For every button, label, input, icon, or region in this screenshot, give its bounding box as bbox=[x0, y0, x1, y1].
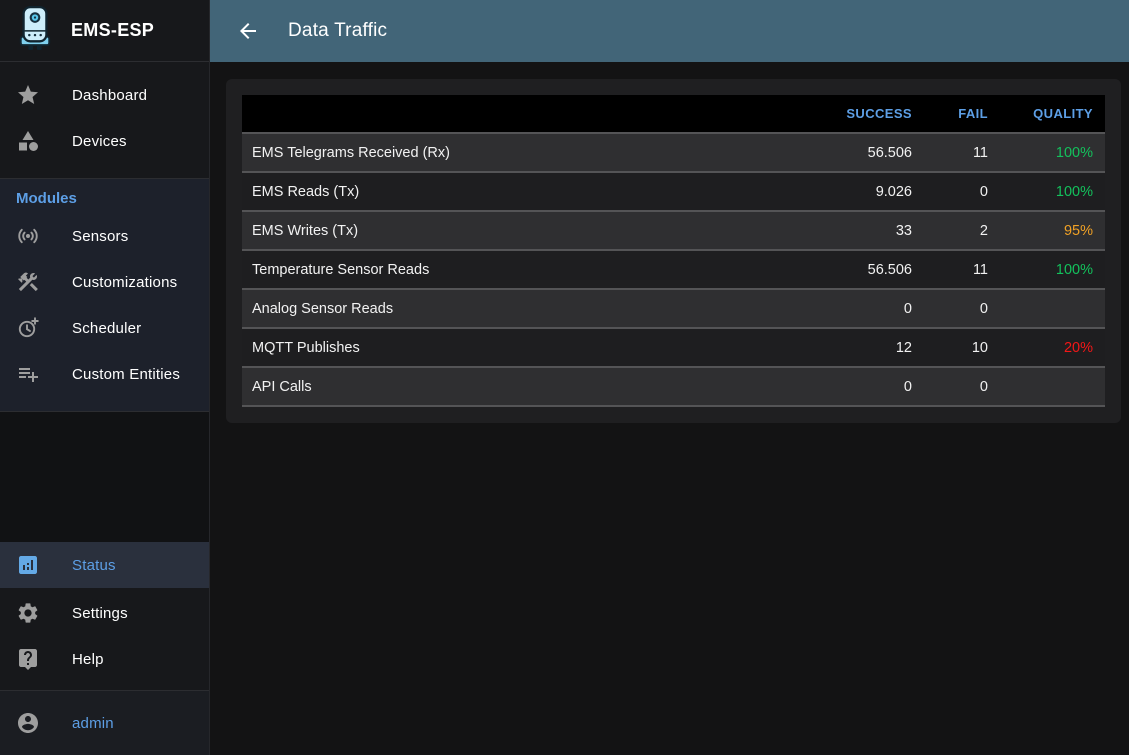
fail-value: 11 bbox=[922, 250, 998, 290]
column-header-success: SUCCESS bbox=[802, 95, 922, 134]
appbar: Data Traffic bbox=[210, 0, 1129, 62]
quality-value: 95% bbox=[998, 211, 1105, 251]
fail-value: 0 bbox=[922, 289, 998, 329]
success-value: 56.506 bbox=[802, 250, 922, 290]
app-logo-header: EMS-ESP bbox=[0, 0, 209, 62]
table-row: API Calls 0 0 bbox=[242, 367, 1105, 407]
modules-nav-block: Modules Sensors Customizations bbox=[0, 179, 209, 412]
success-value: 0 bbox=[802, 367, 922, 407]
quality-value: 20% bbox=[998, 328, 1105, 368]
fail-value: 10 bbox=[922, 328, 998, 368]
user-block: admin bbox=[0, 691, 209, 755]
data-traffic-table: SUCCESS FAIL QUALITY EMS Telegrams Recei… bbox=[242, 95, 1105, 407]
sidebar-item-scheduler[interactable]: Scheduler bbox=[0, 305, 209, 351]
stat-label: Analog Sensor Reads bbox=[242, 289, 802, 329]
quality-value bbox=[998, 367, 1105, 407]
sidebar-item-label: Devices bbox=[72, 132, 127, 150]
sidebar: EMS-ESP Dashboard Devices Modules bbox=[0, 0, 210, 755]
main-area: Data Traffic SUCCESS FAIL QUALITY EMS Te… bbox=[210, 0, 1129, 755]
table-row: Analog Sensor Reads 0 0 bbox=[242, 289, 1105, 329]
sidebar-item-help[interactable]: Help bbox=[0, 636, 209, 682]
sidebar-item-label: Custom Entities bbox=[72, 365, 181, 383]
username-label: admin bbox=[72, 714, 114, 732]
quality-value bbox=[998, 289, 1105, 329]
sidebar-item-label: Scheduler bbox=[72, 319, 142, 337]
boiler-logo-icon bbox=[16, 5, 54, 56]
app-name: EMS-ESP bbox=[71, 20, 155, 40]
sidebar-item-label: Customizations bbox=[72, 273, 178, 291]
category-icon bbox=[16, 129, 40, 153]
sidebar-spacer bbox=[0, 412, 209, 542]
primary-nav-block: Dashboard Devices bbox=[0, 62, 209, 179]
sensors-icon bbox=[16, 224, 40, 248]
sidebar-item-label: Help bbox=[72, 650, 104, 668]
stat-label: EMS Telegrams Received (Rx) bbox=[242, 133, 802, 173]
column-header-quality: QUALITY bbox=[998, 95, 1105, 134]
stat-label: API Calls bbox=[242, 367, 802, 407]
fail-value: 2 bbox=[922, 211, 998, 251]
fail-value: 0 bbox=[922, 172, 998, 212]
fail-value: 11 bbox=[922, 133, 998, 173]
sidebar-item-label: Dashboard bbox=[72, 86, 148, 104]
sidebar-item-devices[interactable]: Devices bbox=[0, 118, 209, 164]
stat-label: MQTT Publishes bbox=[242, 328, 802, 368]
arrow-back-icon[interactable] bbox=[234, 17, 262, 45]
table-row: EMS Telegrams Received (Rx) 56.506 11 10… bbox=[242, 133, 1105, 173]
success-value: 12 bbox=[802, 328, 922, 368]
star-icon bbox=[16, 83, 40, 107]
table-header-row: SUCCESS FAIL QUALITY bbox=[242, 95, 1105, 134]
table-row: Temperature Sensor Reads 56.506 11 100% bbox=[242, 250, 1105, 290]
stat-label: EMS Writes (Tx) bbox=[242, 211, 802, 251]
sidebar-item-admin[interactable]: admin bbox=[0, 701, 209, 745]
help-bubble-icon bbox=[16, 647, 40, 671]
data-traffic-card: SUCCESS FAIL QUALITY EMS Telegrams Recei… bbox=[226, 79, 1121, 423]
success-value: 9.026 bbox=[802, 172, 922, 212]
table-row: MQTT Publishes 12 10 20% bbox=[242, 328, 1105, 368]
success-value: 0 bbox=[802, 289, 922, 329]
analytics-icon bbox=[16, 553, 40, 577]
table-row: EMS Writes (Tx) 33 2 95% bbox=[242, 211, 1105, 251]
sidebar-item-dashboard[interactable]: Dashboard bbox=[0, 72, 209, 118]
table-row: EMS Reads (Tx) 9.026 0 100% bbox=[242, 172, 1105, 212]
column-header-fail: FAIL bbox=[922, 95, 998, 134]
gear-icon bbox=[16, 601, 40, 625]
tools-icon bbox=[16, 270, 40, 294]
sidebar-item-label: Sensors bbox=[72, 227, 129, 245]
modules-section-header: Modules bbox=[16, 190, 77, 207]
success-value: 33 bbox=[802, 211, 922, 251]
sidebar-item-custom-entities[interactable]: Custom Entities bbox=[0, 351, 209, 397]
bottom-nav-block: Settings Help bbox=[0, 588, 209, 691]
page-title: Data Traffic bbox=[288, 20, 388, 41]
sidebar-item-settings[interactable]: Settings bbox=[0, 590, 209, 636]
sidebar-item-customizations[interactable]: Customizations bbox=[0, 259, 209, 305]
quality-value: 100% bbox=[998, 250, 1105, 290]
stat-label: EMS Reads (Tx) bbox=[242, 172, 802, 212]
sidebar-item-label: Settings bbox=[72, 604, 128, 622]
quality-value: 100% bbox=[998, 172, 1105, 212]
column-header-name bbox=[242, 95, 802, 134]
playlist-add-icon bbox=[16, 362, 40, 386]
account-circle-icon bbox=[16, 711, 40, 735]
sidebar-item-status[interactable]: Status bbox=[0, 542, 209, 588]
clock-plus-icon bbox=[16, 316, 40, 340]
stat-label: Temperature Sensor Reads bbox=[242, 250, 802, 290]
sidebar-item-label: Status bbox=[72, 556, 116, 574]
success-value: 56.506 bbox=[802, 133, 922, 173]
fail-value: 0 bbox=[922, 367, 998, 407]
quality-value: 100% bbox=[998, 133, 1105, 173]
sidebar-item-sensors[interactable]: Sensors bbox=[0, 213, 209, 259]
